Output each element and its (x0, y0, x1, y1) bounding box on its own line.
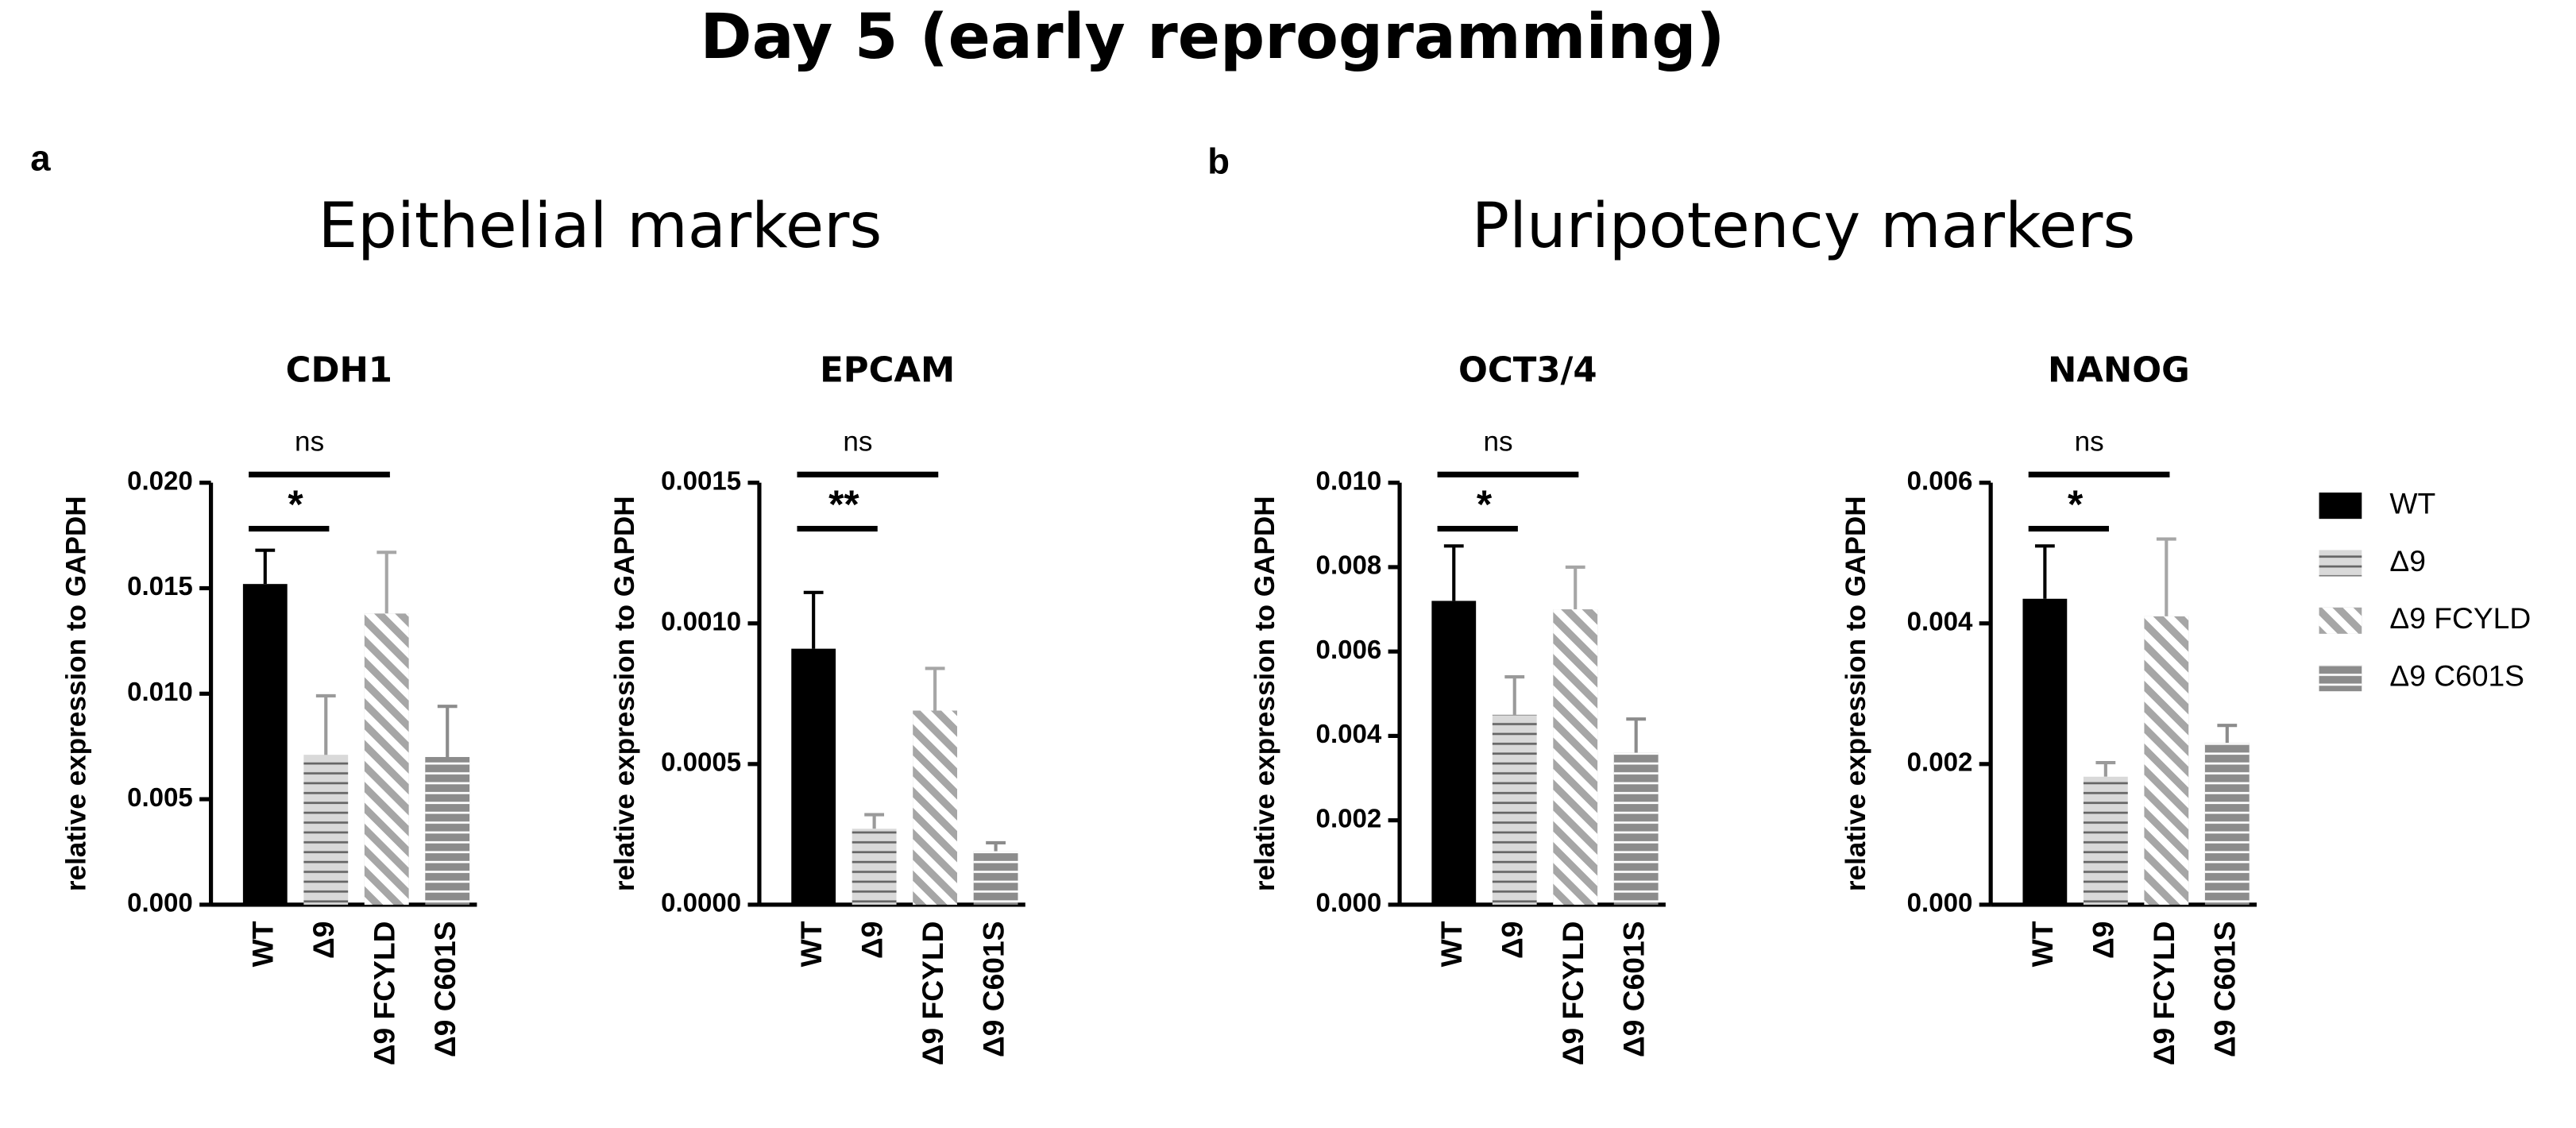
x-tick-label: Δ9 FCYLD (368, 921, 401, 1066)
chart-title: OCT3/4 (1458, 351, 1597, 391)
y-tick-label: 0.000 (1316, 889, 1382, 918)
bar (791, 648, 836, 905)
panel-label: a (30, 138, 51, 179)
y-tick-label: 0.002 (1316, 804, 1382, 833)
x-tick-label: Δ9 (1496, 921, 1529, 959)
y-axis-label: relative expression to GAPDH (60, 496, 91, 891)
bar-pattern (425, 756, 470, 905)
significance-label: * (2068, 482, 2084, 527)
bar-pattern (2144, 616, 2189, 905)
y-tick-label: 0.0010 (661, 607, 741, 636)
y-axis-label: relative expression to GAPDH (609, 496, 640, 891)
significance-label: ns (1484, 426, 1513, 457)
y-tick-label: 0.0005 (661, 748, 741, 778)
legend-label: Δ9 C601S (2389, 659, 2524, 692)
y-tick-label: 0.0000 (661, 889, 741, 918)
significance-label: ns (295, 426, 324, 457)
y-tick-label: 0.015 (127, 572, 193, 601)
y-axis-label: relative expression to GAPDH (1840, 496, 1871, 891)
x-tick-label: Δ9 FCYLD (916, 921, 949, 1066)
significance-label: ns (843, 426, 872, 457)
x-tick-label: Δ9 FCYLD (2147, 921, 2180, 1066)
x-tick-label: WT (1435, 921, 1468, 967)
y-tick-label: 0.0015 (661, 466, 741, 496)
legend-label: WT (2389, 486, 2435, 520)
x-tick-label: Δ9 FCYLD (1556, 921, 1589, 1066)
legend-swatch (2319, 493, 2362, 520)
x-tick-label: Δ9 C601S (428, 921, 462, 1057)
legend-swatch-pattern (2319, 607, 2362, 634)
y-tick-label: 0.000 (127, 889, 193, 918)
y-tick-label: 0.004 (1907, 607, 1973, 636)
panel-label: b (1207, 141, 1230, 182)
chart-title: EPCAM (820, 351, 955, 391)
bar-pattern (2204, 743, 2250, 905)
legend-swatch-pattern (2319, 665, 2362, 692)
x-tick-label: Δ9 (2087, 921, 2120, 959)
legend-label: Δ9 (2389, 544, 2426, 578)
significance-label: ** (828, 482, 859, 527)
x-tick-label: WT (246, 921, 280, 967)
y-tick-label: 0.006 (1907, 466, 1973, 496)
bar (242, 584, 288, 905)
chart-title: CDH1 (286, 351, 392, 391)
y-tick-label: 0.010 (127, 678, 193, 707)
x-tick-label: Δ9 C601S (1617, 921, 1651, 1057)
significance-label: * (288, 482, 303, 527)
y-tick-label: 0.006 (1316, 635, 1382, 665)
significance-label: * (1477, 482, 1493, 527)
bar-pattern (973, 851, 1018, 905)
figure-title: Day 5 (early reprogramming) (700, 0, 1724, 73)
bar-pattern (913, 710, 958, 905)
y-tick-label: 0.020 (127, 466, 193, 496)
y-axis-label: relative expression to GAPDH (1249, 496, 1280, 891)
x-tick-label: Δ9 C601S (976, 921, 1010, 1057)
bar-pattern (1553, 609, 1598, 905)
bar-pattern (364, 613, 409, 905)
bar-pattern (2083, 776, 2128, 905)
x-tick-label: WT (794, 921, 828, 967)
bar (2022, 598, 2068, 905)
y-tick-label: 0.010 (1316, 466, 1382, 496)
y-tick-label: 0.005 (127, 783, 193, 813)
legend-swatch-pattern (2319, 550, 2362, 577)
bar-pattern (1613, 752, 1659, 905)
y-tick-label: 0.002 (1907, 748, 1973, 778)
y-tick-label: 0.008 (1316, 551, 1382, 581)
y-tick-label: 0.004 (1316, 720, 1382, 749)
significance-label: ns (2075, 426, 2104, 457)
panel-title: Epithelial markers (319, 189, 882, 262)
bar-pattern (1492, 714, 1537, 905)
legend-label: Δ9 FCYLD (2389, 601, 2531, 635)
bar-pattern (303, 755, 349, 905)
panel-title: Pluripotency markers (1472, 189, 2136, 262)
x-tick-label: Δ9 (307, 921, 340, 959)
x-tick-label: Δ9 (855, 921, 888, 959)
bar-pattern (852, 829, 897, 905)
x-tick-label: Δ9 C601S (2208, 921, 2242, 1057)
y-tick-label: 0.000 (1907, 889, 1973, 918)
x-tick-label: WT (2026, 921, 2059, 967)
chart-title: NANOG (2048, 351, 2190, 391)
bar (1431, 601, 1477, 905)
